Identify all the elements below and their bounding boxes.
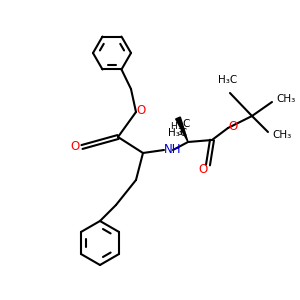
Polygon shape — [176, 117, 188, 142]
Text: H: H — [171, 122, 177, 130]
Text: H₃C: H₃C — [218, 75, 238, 85]
Text: C: C — [182, 119, 190, 129]
Text: O: O — [70, 140, 80, 152]
Text: O: O — [228, 119, 238, 133]
Text: NH: NH — [164, 142, 182, 155]
Text: O: O — [198, 164, 208, 176]
Text: 3: 3 — [178, 128, 182, 137]
Text: CH₃: CH₃ — [272, 130, 291, 140]
Text: H₃C: H₃C — [168, 128, 188, 138]
Text: CH₃: CH₃ — [276, 94, 295, 104]
Text: O: O — [136, 103, 146, 116]
